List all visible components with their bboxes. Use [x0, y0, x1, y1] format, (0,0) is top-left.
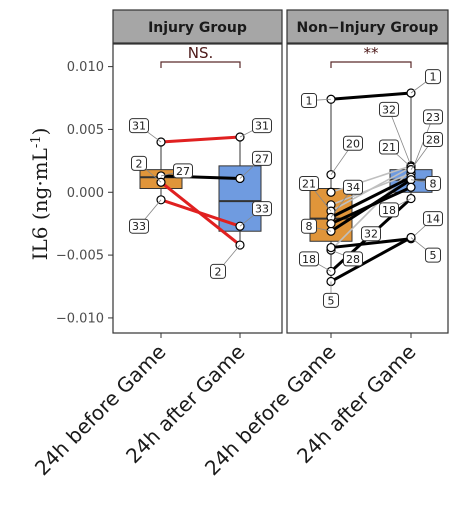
point-label-frame: [425, 247, 441, 263]
point-label: 21: [382, 141, 396, 154]
point-label-frame: [379, 202, 399, 218]
point-label: 20: [346, 137, 360, 150]
point-label-frame: [252, 118, 272, 134]
point-label: 21: [302, 177, 316, 190]
point-label-frame: [423, 131, 443, 147]
data-point: [326, 219, 336, 229]
y-tick-label: −0.010: [56, 311, 104, 326]
y-axis-title: IL6 (ng·mL-1): [28, 128, 52, 261]
point-label-frame: [129, 218, 149, 234]
point-label-frame: [425, 69, 441, 85]
point-label-frame: [323, 292, 339, 308]
point-label-frame: [301, 218, 317, 234]
point-label: 18: [302, 253, 316, 266]
point-label-extra-frame: [361, 226, 381, 242]
point-label: 27: [255, 152, 269, 165]
pair-line: [329, 91, 413, 101]
point-label-frame: [379, 139, 399, 155]
y-tick-label: 0.010: [67, 60, 104, 75]
pair-line: [329, 175, 413, 219]
point-label: 33: [255, 203, 269, 216]
point-label: 8: [430, 177, 437, 190]
point-label-frame: [301, 93, 317, 109]
point-label: 32: [382, 103, 396, 116]
significance-bracket: [330, 61, 412, 68]
facet-title: Non−Injury Group: [297, 20, 439, 36]
point-label-frame: [343, 251, 363, 267]
x-category-label: 24h before Game: [30, 340, 171, 481]
pair-line: [159, 198, 242, 228]
data-point: [326, 187, 336, 197]
facet-strip: [112, 9, 283, 44]
point-label: 28: [346, 253, 360, 266]
point-label-frame: [343, 179, 363, 195]
y-axis-title-main: IL6 (ng·mL: [28, 148, 52, 260]
pair-line: [329, 237, 413, 250]
panel-non-injury: Non−Injury Group ** 1 1 32 23 20 21 21 28 28 34 8 8 18…: [286, 9, 449, 334]
point-label-frame: [131, 155, 147, 171]
point-label-frame: [252, 201, 272, 217]
y-axis-title-close: ): [28, 128, 52, 136]
point-label-frame: [425, 175, 441, 191]
point-label: 1: [430, 71, 437, 84]
pair-line: [329, 185, 413, 226]
point-label: 1: [306, 95, 313, 108]
label-leader: [388, 109, 412, 167]
significance-label: NS.: [188, 44, 214, 62]
panel-injury: Injury Group NS. 31 31 27 27 2 2 33 33: [112, 9, 283, 334]
point-label: 14: [426, 213, 440, 226]
y-tick-label: 0.000: [67, 186, 104, 201]
y-axis: −0.010 −0.005 0.000 0.005 0.010: [56, 60, 113, 326]
pair-line: [330, 166, 412, 212]
point-label-frame: [129, 118, 149, 134]
significance-label: **: [364, 44, 380, 62]
pair-line: [329, 236, 413, 283]
data-point: [406, 182, 416, 192]
y-tick-label: −0.005: [56, 249, 104, 264]
point-label-frame: [343, 135, 363, 151]
facet-title: Injury Group: [148, 20, 247, 36]
facet-panels: Injury Group NS. 31 31 27 27 2 2 33 33 Non−Injury …: [112, 9, 449, 334]
y-axis-title-sup: -1: [29, 135, 44, 148]
significance-bracket: [160, 61, 241, 68]
point-label: 28: [426, 133, 440, 146]
point-label-frame: [423, 211, 443, 227]
point-label: 34: [346, 181, 360, 194]
y-tick-label: 0.005: [67, 123, 104, 138]
point-label: 23: [426, 111, 440, 124]
point-label: 5: [430, 249, 437, 262]
point-label-frame: [299, 251, 319, 267]
point-label: 8: [306, 220, 313, 233]
point-label: 18: [382, 204, 396, 217]
point-label-frame: [210, 263, 226, 279]
point-label: 33: [132, 220, 146, 233]
point-label-frame: [379, 101, 399, 117]
point-label: 31: [132, 120, 146, 133]
point-label: 5: [328, 294, 335, 307]
point-label: 2: [215, 265, 222, 278]
facet-strip: [286, 9, 449, 44]
point-label-frame: [173, 163, 193, 179]
pair-line: [159, 135, 242, 144]
data-point: [326, 242, 336, 253]
point-label-extra: 32: [364, 228, 378, 241]
point-label-frame: [252, 150, 272, 166]
point-label: 31: [255, 120, 269, 133]
point-label: 2: [136, 157, 143, 170]
point-label: 27: [176, 165, 190, 178]
point-label-frame: [299, 175, 319, 191]
point-label-frame: [423, 109, 443, 125]
